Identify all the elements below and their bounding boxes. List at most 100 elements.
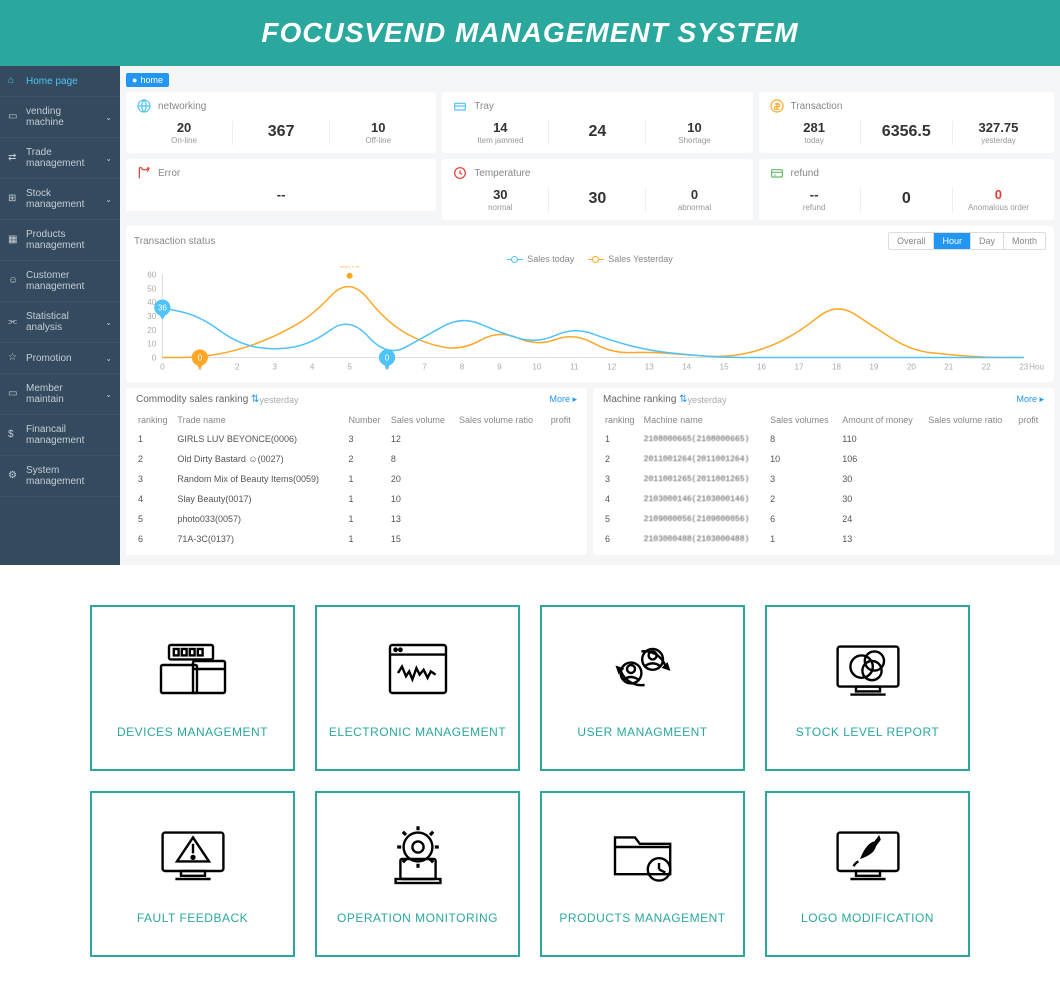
- table-row: 3Random Mix of Beauty Items(0059)120: [136, 469, 577, 489]
- chevron-down-icon: ⌄: [105, 354, 112, 363]
- svg-text:13: 13: [645, 363, 655, 372]
- table-cell: 2109000056(2109000056): [642, 509, 768, 529]
- sidebar: ⌂Home page▭vending machine⌄⇄Trade manage…: [0, 66, 120, 565]
- feature-label: USER MANAGMEENT: [577, 725, 707, 739]
- svg-text:Hou: Hou: [1029, 363, 1044, 372]
- stat-value: 0: [646, 187, 742, 202]
- stat: 30normal: [452, 187, 548, 212]
- svg-text:10: 10: [147, 340, 157, 349]
- chart: 0102030405060012345678910111213141516171…: [134, 266, 1046, 376]
- sidebar-item-label: Statistical analysis: [26, 311, 99, 333]
- breadcrumb-home[interactable]: ● home: [126, 73, 169, 87]
- feature-label: STOCK LEVEL REPORT: [796, 725, 940, 739]
- tab-month[interactable]: Month: [1004, 233, 1045, 249]
- stat-value: 0: [953, 187, 1044, 202]
- more-link[interactable]: More ▸: [549, 394, 577, 405]
- table-cell: 4: [136, 489, 175, 509]
- table-header: profit: [549, 411, 577, 429]
- feature-label: DEVICES MANAGEMENT: [117, 725, 268, 739]
- feature-icon: [153, 823, 233, 893]
- sidebar-item-label: Home page: [26, 76, 78, 87]
- transaction-status-panel: Transaction status OverallHourDayMonth S…: [126, 226, 1054, 382]
- card-icon: [769, 165, 785, 181]
- table-cell: [457, 449, 549, 469]
- sidebar-item-label: Products management: [26, 229, 112, 251]
- table-cell: 15: [389, 529, 457, 549]
- sidebar-item-3[interactable]: ⊞ Stock management ⌄: [0, 179, 120, 220]
- tab-day[interactable]: Day: [971, 233, 1004, 249]
- sidebar-item-1[interactable]: ▭vending machine⌄: [0, 97, 120, 138]
- feature-icon: [153, 637, 233, 707]
- feature-icon: [828, 637, 908, 707]
- stat: 0Anomalous order: [953, 187, 1044, 212]
- sidebar-item-9[interactable]: $Financail management: [0, 415, 120, 456]
- svg-text:18: 18: [832, 363, 842, 372]
- sidebar-item-5[interactable]: ☺Customer management: [0, 261, 120, 302]
- svg-text:0: 0: [160, 363, 165, 372]
- table-cell: 71A-3C(0137): [175, 529, 346, 549]
- table-cell: 6: [136, 529, 175, 549]
- sidebar-icon: ▭: [8, 111, 20, 123]
- stat: --: [136, 187, 426, 203]
- table-cell: [549, 489, 577, 509]
- machine-ranking: Machine ranking ⇅yesterdayMore ▸rankingM…: [593, 388, 1054, 555]
- feature-card-6[interactable]: PRODUCTS MANAGEMENT: [540, 791, 745, 957]
- main: ● home networking20On-line36710Off-line …: [120, 66, 1060, 565]
- table-header: ranking: [603, 411, 642, 429]
- stat-label: Item jammed: [452, 136, 548, 145]
- ranking-title: Commodity sales ranking ⇅: [136, 394, 259, 405]
- table-cell: [457, 529, 549, 549]
- tab-overall[interactable]: Overall: [889, 233, 935, 249]
- feature-card-3[interactable]: STOCK LEVEL REPORT: [765, 605, 970, 771]
- svg-text:23: 23: [1019, 363, 1029, 372]
- svg-text:4: 4: [310, 363, 315, 372]
- table-cell: 2: [603, 449, 642, 469]
- svg-text:30: 30: [147, 312, 157, 321]
- feature-card-4[interactable]: FAULT FEEDBACK: [90, 791, 295, 957]
- stat: 6356.5: [861, 123, 952, 142]
- table-cell: 2103000488(2103000488): [642, 529, 768, 549]
- chevron-down-icon: ⌄: [105, 195, 112, 204]
- table-cell: [1016, 469, 1044, 489]
- feature-card-2[interactable]: USER MANAGMEENT: [540, 605, 745, 771]
- stat-label: Off-line: [330, 136, 426, 145]
- stat-value: 0: [861, 190, 952, 208]
- feature-card-7[interactable]: LOGO MODIFICATION: [765, 791, 970, 957]
- stat: 281today: [769, 120, 860, 145]
- sidebar-icon: ⊞: [8, 193, 20, 205]
- stat-label: refund: [769, 203, 860, 212]
- more-link[interactable]: More ▸: [1016, 394, 1044, 405]
- table-cell: [926, 509, 1016, 529]
- svg-text:12: 12: [607, 363, 617, 372]
- sidebar-item-10[interactable]: ⚙System management: [0, 456, 120, 497]
- banner: FOCUSVEND MANAGEMENT SYSTEM: [0, 0, 1060, 66]
- sidebar-item-label: Stock management: [26, 188, 99, 210]
- table-cell: 30: [840, 469, 926, 489]
- svg-text:22: 22: [982, 363, 992, 372]
- stat-label: Anomalous order: [953, 203, 1044, 212]
- sidebar-item-8[interactable]: ▭Member maintain⌄: [0, 374, 120, 415]
- sidebar-item-2[interactable]: ⇄Trade management⌄: [0, 138, 120, 179]
- table-header: Amount of money: [840, 411, 926, 429]
- tab-hour[interactable]: Hour: [934, 233, 971, 249]
- card-title: Error: [158, 168, 180, 179]
- sidebar-item-7[interactable]: ☆Promotion⌄: [0, 343, 120, 374]
- stat-label: abnormal: [646, 203, 742, 212]
- sidebar-item-6[interactable]: ⫘Statistical analysis⌄: [0, 302, 120, 343]
- svg-text:9: 9: [497, 363, 502, 372]
- sidebar-item-0[interactable]: ⌂Home page: [0, 66, 120, 97]
- feature-card-0[interactable]: DEVICES MANAGEMENT: [90, 605, 295, 771]
- feature-card-1[interactable]: ELECTRONIC MANAGEMENT: [315, 605, 520, 771]
- table-cell: 1: [346, 489, 388, 509]
- table-cell: 10: [768, 449, 840, 469]
- table-cell: [926, 529, 1016, 549]
- stat-label: normal: [452, 203, 548, 212]
- table-cell: 8: [389, 449, 457, 469]
- sidebar-item-4[interactable]: ▦Products management: [0, 220, 120, 261]
- table-cell: 106: [840, 449, 926, 469]
- table-cell: 13: [389, 509, 457, 529]
- feature-card-5[interactable]: OPERATION MONITORING: [315, 791, 520, 957]
- table-row: 52109000056(2109000056)624: [603, 509, 1044, 529]
- card-error: Error --: [126, 159, 436, 211]
- app: ⌂Home page▭vending machine⌄⇄Trade manage…: [0, 66, 1060, 565]
